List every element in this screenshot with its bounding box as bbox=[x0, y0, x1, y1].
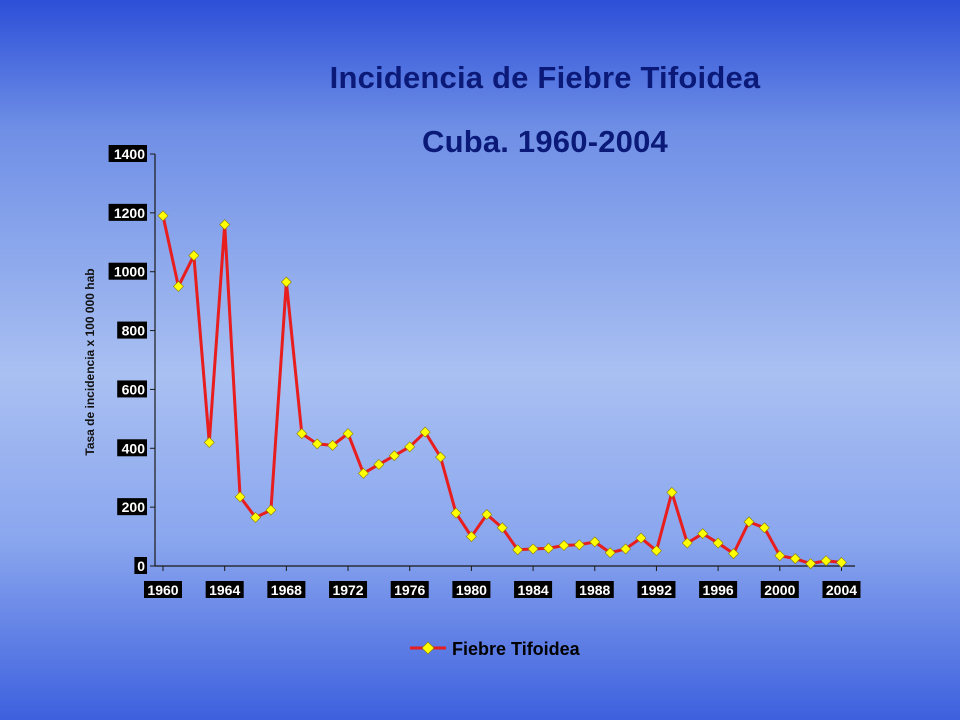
data-point-marker bbox=[373, 459, 385, 470]
x-tick-label: 1996 bbox=[703, 582, 734, 598]
data-point-marker bbox=[311, 438, 323, 450]
y-tick-label-bg bbox=[134, 557, 147, 574]
data-point-marker bbox=[250, 512, 261, 523]
x-tick-label: 1988 bbox=[579, 582, 610, 598]
y-tick-label: 0 bbox=[137, 558, 145, 574]
data-point-marker bbox=[342, 428, 354, 439]
data-point-marker bbox=[712, 537, 724, 549]
series-layer bbox=[157, 210, 847, 570]
data-point-marker bbox=[604, 547, 616, 559]
x-tick-label-bg bbox=[452, 581, 491, 598]
x-tick-label: 1968 bbox=[271, 582, 302, 598]
data-point-marker bbox=[234, 491, 246, 503]
data-point-marker bbox=[203, 436, 215, 448]
y-tick-label-bg bbox=[108, 145, 147, 162]
x-tick-label-bg bbox=[205, 581, 244, 598]
data-point-marker bbox=[496, 522, 508, 534]
series-line-fiebre-tifoidea bbox=[161, 215, 842, 566]
x-axis-ticks: 1960 1964 1968 1972 1976 1980 1984 1988 1992 1996… bbox=[144, 566, 861, 598]
x-tick-label-bg bbox=[144, 581, 182, 598]
data-point-marker bbox=[651, 545, 662, 557]
x-tick-label-bg bbox=[267, 581, 306, 598]
data-point-marker bbox=[327, 439, 339, 451]
x-tick-label: 1964 bbox=[209, 582, 240, 598]
data-point-marker bbox=[681, 537, 693, 549]
legend-marker-swatch bbox=[421, 641, 435, 655]
data-point-marker bbox=[589, 536, 601, 548]
y-tick-label: 800 bbox=[122, 323, 146, 339]
data-point-marker bbox=[219, 219, 231, 231]
data-point-marker bbox=[450, 507, 462, 519]
chart-subtitle: Cuba. 1960-2004 bbox=[422, 124, 668, 159]
data-point-marker bbox=[435, 451, 446, 463]
data-point-marker bbox=[558, 539, 570, 551]
y-tick-label-bg bbox=[117, 380, 147, 398]
data-point-marker bbox=[265, 504, 277, 516]
y-tick-label-bg bbox=[117, 439, 147, 457]
x-tick-label: 1976 bbox=[394, 582, 425, 598]
x-tick-label: 2000 bbox=[764, 582, 795, 598]
y-tick-label: 600 bbox=[122, 381, 146, 397]
data-point-marker bbox=[280, 276, 292, 288]
data-point-marker bbox=[728, 548, 739, 560]
data-point-marker bbox=[172, 281, 184, 292]
x-tick-label: 1980 bbox=[456, 582, 487, 598]
data-point-marker bbox=[743, 516, 755, 528]
y-tick-label: 1400 bbox=[114, 146, 145, 162]
x-tick-label-bg bbox=[760, 581, 799, 598]
data-point-marker bbox=[157, 210, 169, 222]
y-tick-label-bg bbox=[108, 262, 147, 280]
data-point-marker bbox=[543, 542, 554, 554]
y-tick-label-bg bbox=[108, 203, 147, 221]
chart-title: Incidencia de Fiebre Tifoidea bbox=[329, 60, 761, 95]
data-point-marker bbox=[404, 441, 416, 453]
y-tick-label-bg bbox=[117, 498, 147, 516]
x-tick-label: 1972 bbox=[332, 582, 363, 598]
y-tick-label: 400 bbox=[122, 440, 146, 456]
axes bbox=[154, 154, 855, 567]
data-point-marker bbox=[388, 450, 400, 462]
y-tick-label: 1200 bbox=[114, 205, 145, 221]
data-point-marker bbox=[805, 558, 817, 570]
x-tick-label-bg bbox=[575, 581, 614, 598]
data-point-marker bbox=[635, 532, 647, 544]
data-point-marker bbox=[296, 428, 308, 439]
x-tick-label-bg bbox=[329, 581, 368, 598]
legend: Fiebre Tifoidea bbox=[410, 639, 581, 659]
data-point-marker bbox=[481, 509, 493, 520]
data-point-marker bbox=[512, 544, 524, 556]
data-point-marker bbox=[836, 557, 847, 568]
data-point-marker bbox=[620, 543, 632, 555]
data-point-marker bbox=[188, 250, 200, 261]
x-tick-label: 1984 bbox=[518, 582, 549, 598]
legend-label: Fiebre Tifoidea bbox=[452, 639, 581, 659]
x-tick-label: 1992 bbox=[641, 582, 672, 598]
data-point-marker bbox=[820, 555, 832, 567]
data-point-marker bbox=[789, 553, 801, 565]
y-tick-label-bg bbox=[117, 321, 147, 339]
y-tick-label: 200 bbox=[122, 499, 146, 515]
x-tick-label-bg bbox=[699, 581, 738, 598]
data-point-marker bbox=[419, 426, 431, 438]
y-tick-label: 1000 bbox=[114, 264, 145, 280]
data-point-marker bbox=[774, 550, 786, 562]
x-tick-label-bg bbox=[514, 581, 553, 598]
x-tick-label: 2004 bbox=[826, 582, 857, 598]
x-tick-label-bg bbox=[390, 581, 429, 598]
x-tick-label-bg bbox=[637, 581, 676, 598]
data-point-marker bbox=[465, 531, 477, 542]
data-point-marker bbox=[358, 467, 369, 479]
data-point-marker bbox=[527, 543, 539, 555]
data-point-marker bbox=[758, 522, 770, 534]
data-point-marker bbox=[697, 528, 709, 540]
x-tick-label: 1960 bbox=[147, 582, 178, 598]
y-axis-title: Tasa de incidencia x 100 000 hab bbox=[83, 268, 97, 455]
x-tick-label-bg bbox=[822, 581, 861, 598]
data-point-marker bbox=[573, 539, 585, 551]
data-point-marker bbox=[666, 487, 678, 498]
y-axis-ticks: 0 200 400 600 800 1000 1200 1400 bbox=[108, 145, 155, 574]
